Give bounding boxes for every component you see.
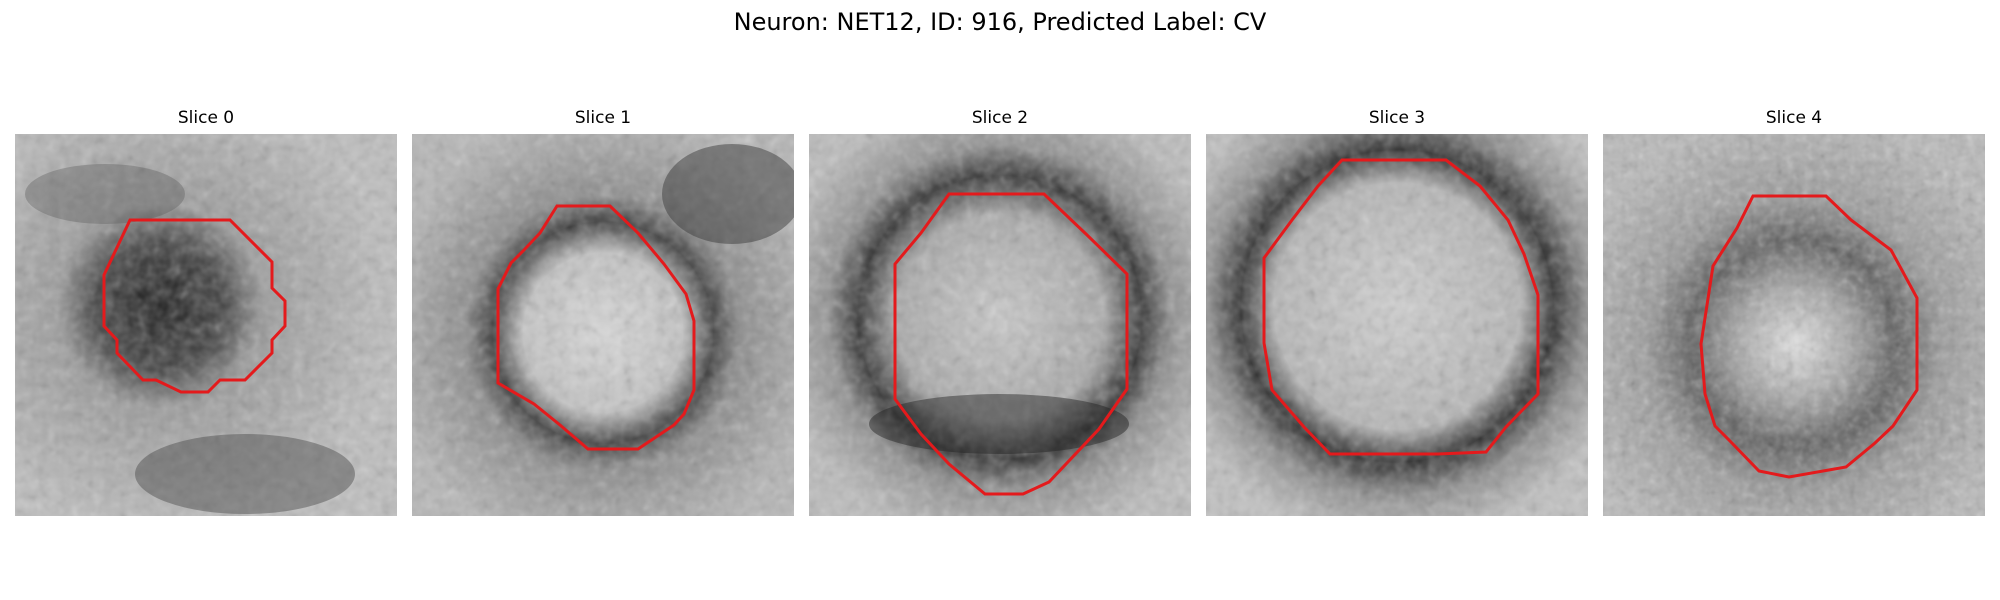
- slice-panels: Slice 0 Slice: [15, 106, 1985, 520]
- slice-panel-3: Slice 3: [1206, 106, 1588, 520]
- slice-title-0: Slice 0: [177, 108, 235, 128]
- slice-panel-4: Slice 4: [1603, 106, 1985, 520]
- roi-outline-1: [496, 204, 696, 451]
- slice-image-4: [1603, 134, 1985, 516]
- slice-title-1: Slice 1: [574, 108, 632, 128]
- roi-outline-2: [893, 192, 1129, 496]
- slice-panel-0: Slice 0: [15, 106, 397, 520]
- slice-image-2: [809, 134, 1191, 516]
- roi-outline-0: [102, 218, 287, 394]
- roi-outline-4: [1699, 194, 1919, 479]
- slice-image-1: [412, 134, 794, 516]
- slice-panel-2: Slice 2: [809, 106, 1191, 520]
- figure-title: Neuron: NET12, ID: 916, Predicted Label:…: [733, 8, 1267, 36]
- slice-panel-1: Slice 1: [412, 106, 794, 520]
- slice-title-4: Slice 4: [1765, 108, 1823, 128]
- slice-image-3: [1206, 134, 1588, 516]
- slice-image-0: [15, 134, 397, 516]
- roi-outline-3: [1262, 158, 1540, 456]
- slice-title-2: Slice 2: [971, 108, 1029, 128]
- slice-title-3: Slice 3: [1368, 108, 1426, 128]
